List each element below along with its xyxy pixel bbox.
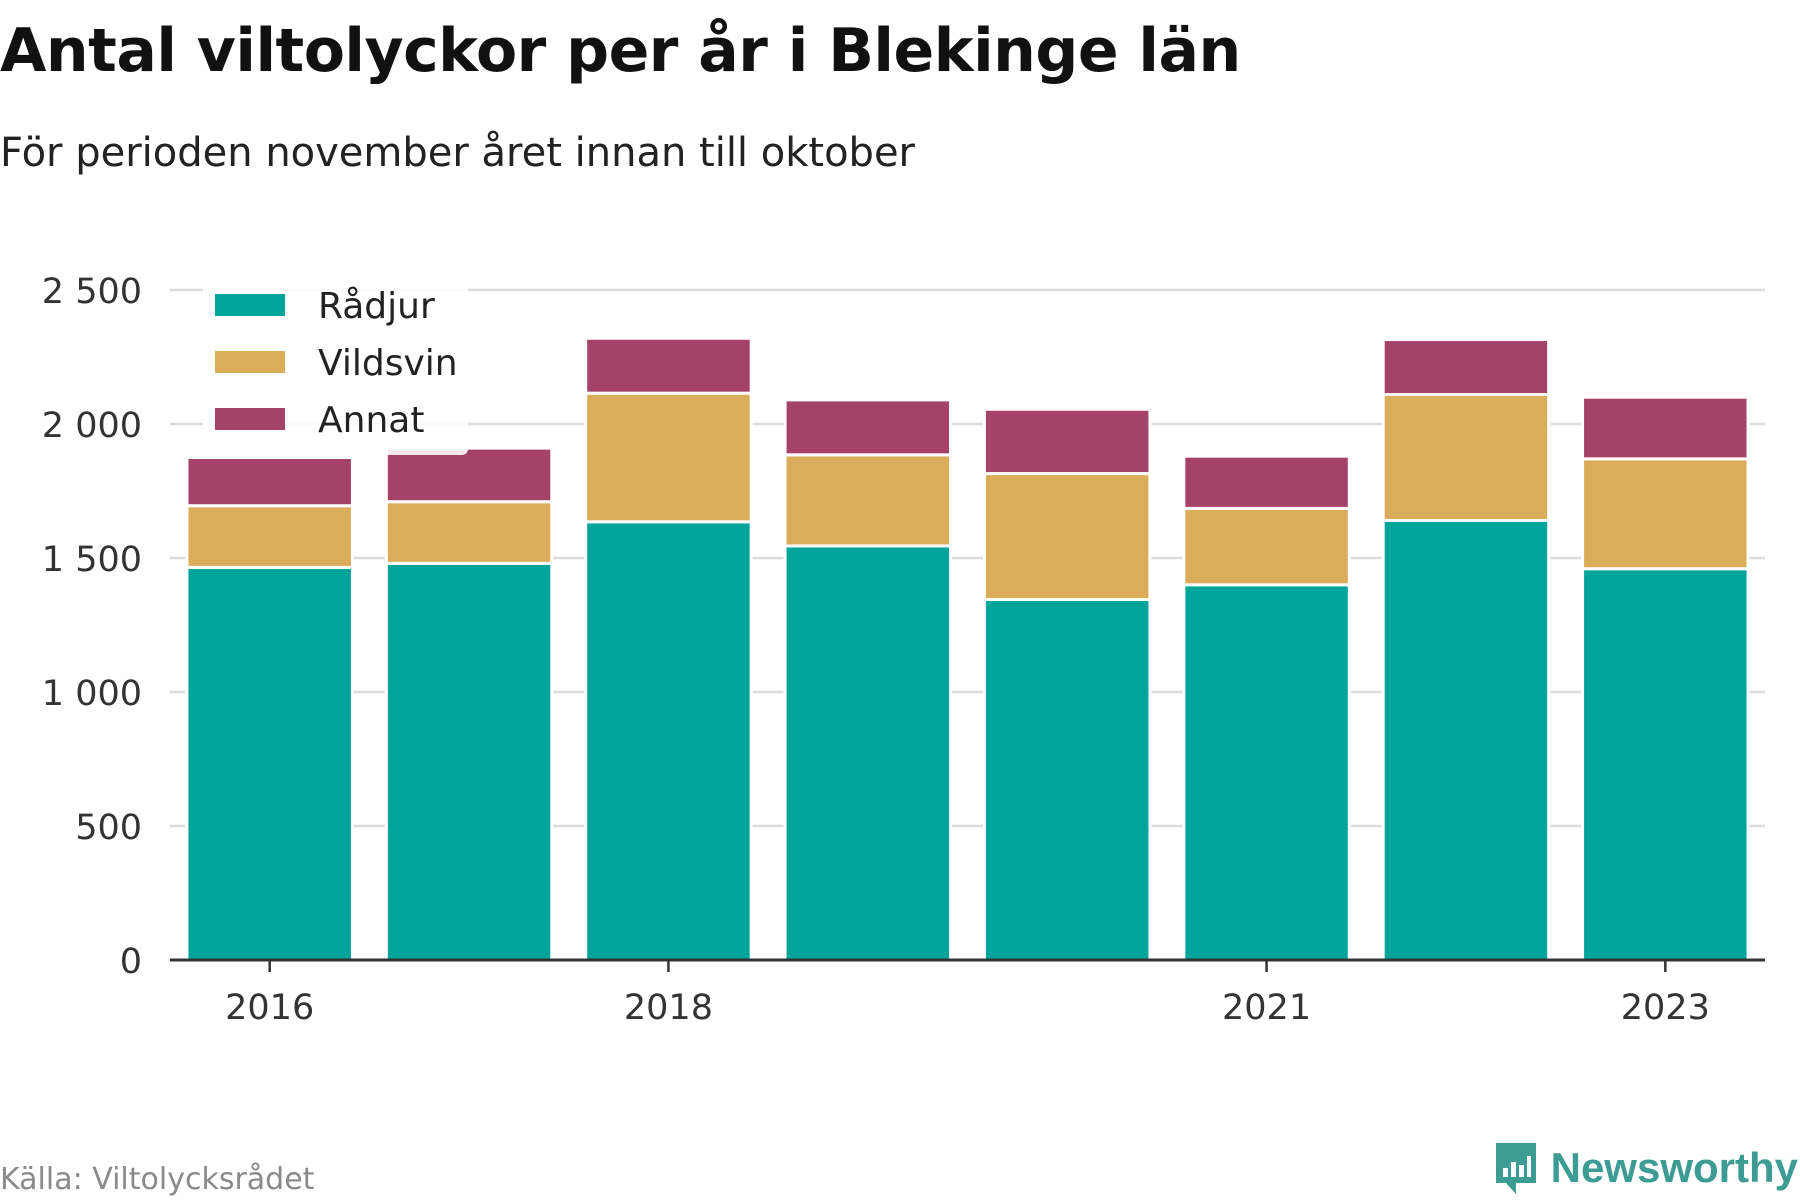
x-axis: 2016 2018 2021 2023 — [170, 958, 1765, 1028]
bar-segment: Vildsvin 2021: 285 — [1182, 506, 1351, 587]
y-axis-ticks: 0 500 1 000 1 500 2 000 2 500 — [42, 272, 142, 982]
bar-segment: Vildsvin 2017: 230 — [384, 500, 554, 565]
brand[interactable]: Newsworthy — [1493, 1140, 1798, 1196]
bar-segment: Annat 2022: 205 — [1381, 338, 1551, 397]
bar-segment: Vildsvin 2016: 230 — [185, 504, 354, 569]
bar-segment: Rådjur 2016: 1465 — [185, 565, 354, 962]
chart-subtitle: För perioden november året innan till ok… — [0, 130, 915, 176]
source-note: Källa: Viltolycksrådet — [0, 1162, 315, 1197]
legend-swatch — [215, 351, 285, 373]
y-tick-label: 1 000 — [42, 674, 142, 714]
y-tick-label: 1 500 — [42, 540, 142, 580]
bar-segment: Rådjur 2022: 1640 — [1381, 518, 1551, 962]
bar-segment: Vildsvin 2018: 480 — [584, 391, 753, 524]
legend-label: Rådjur — [318, 286, 435, 327]
chart-title: Antal viltolyckor per år i Blekinge län — [0, 16, 1241, 86]
bar-segment: Annat 2021: 195 — [1182, 454, 1351, 510]
bar-segment: Rådjur 2020: 1345 — [982, 598, 1152, 962]
x-tick-label: 2021 — [1222, 988, 1311, 1028]
legend: Rådjur Vildsvin Annat — [203, 272, 468, 455]
x-tick-label: 2018 — [624, 988, 713, 1028]
y-tick-label: 2 000 — [42, 406, 142, 446]
bar-segment: Vildsvin 2023: 410 — [1581, 457, 1750, 571]
legend-swatch — [215, 408, 285, 430]
y-tick-label: 2 500 — [42, 272, 142, 312]
bar-segment: Annat 2017: 200 — [384, 446, 554, 504]
legend-label: Annat — [318, 400, 424, 441]
bar-segment: Rådjur 2021: 1400 — [1182, 583, 1351, 962]
legend-swatch — [215, 294, 285, 316]
bar-segment: Rådjur 2019: 1545 — [783, 544, 953, 962]
bar-segment: Rådjur 2017: 1480 — [384, 561, 554, 962]
bar-segment: Rådjur 2023: 1460 — [1581, 567, 1750, 962]
y-tick-label: 500 — [75, 808, 142, 848]
bars: Rådjur 2016: 1465Vildsvin 2016: 230Annat… — [185, 336, 1750, 962]
bar-segment: Rådjur 2018: 1635 — [584, 520, 753, 962]
legend-label: Vildsvin — [318, 343, 458, 384]
bar-segment: Vildsvin 2019: 340 — [783, 453, 953, 548]
bar-segment: Annat 2020: 240 — [982, 407, 1152, 476]
bar-segment: Annat 2023: 230 — [1581, 395, 1750, 461]
x-tick-label: 2023 — [1621, 988, 1710, 1028]
x-tick-label: 2016 — [225, 988, 314, 1028]
bar-segment: Vildsvin 2022: 470 — [1381, 393, 1551, 522]
bar-segment: Annat 2016: 180 — [185, 456, 354, 508]
brand-name: Newsworthy — [1550, 1144, 1798, 1191]
y-tick-label: 0 — [120, 942, 142, 982]
bar-segment: Annat 2019: 205 — [783, 398, 953, 457]
bar-segment: Vildsvin 2020: 470 — [982, 472, 1152, 602]
newsworthy-logo-icon — [1495, 1143, 1536, 1194]
bar-segment: Annat 2018: 205 — [584, 336, 753, 395]
